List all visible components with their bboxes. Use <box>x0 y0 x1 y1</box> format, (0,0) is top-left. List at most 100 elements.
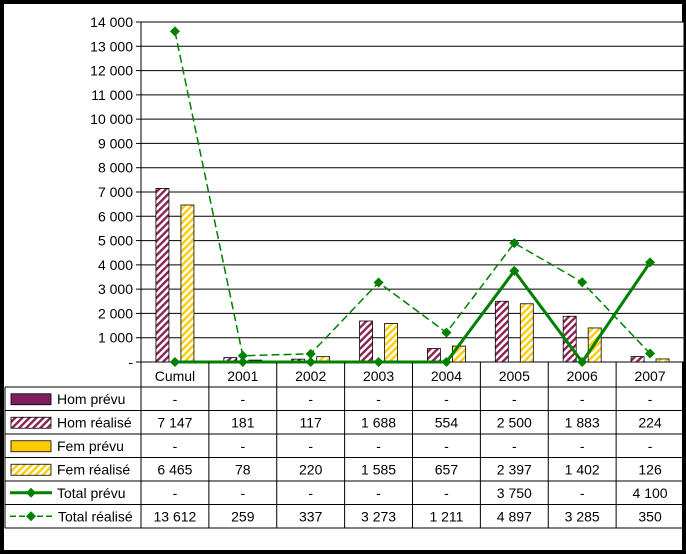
bar <box>384 323 398 363</box>
line-point <box>26 511 36 522</box>
bar <box>180 204 195 363</box>
line-point <box>373 357 384 367</box>
data-label: - <box>240 438 245 454</box>
x-tick-label: 2005 <box>499 368 530 384</box>
data-label: - <box>173 391 178 407</box>
y-tick-label: 5 000 <box>98 233 133 249</box>
data-label: - <box>512 438 517 454</box>
line-point <box>305 348 316 359</box>
bars <box>155 188 670 363</box>
data-table: Cumul 2001 2002 2003 2004 2005 2006 2007 Hom pré… <box>4 362 685 529</box>
data-label: 224 <box>638 414 662 430</box>
y-tick-label: 11 000 <box>91 87 133 103</box>
data-label: - <box>308 391 313 407</box>
legend-label: Total réalisé <box>58 508 133 524</box>
x-tick-label: Cumul <box>155 368 195 384</box>
data-label: - <box>648 391 653 407</box>
y-axis: - 1 000 2 000 3 000 4 000 5 000 6 000 7 000 8 00… <box>90 14 141 370</box>
data-label: 1 211 <box>429 508 463 524</box>
data-label: - <box>580 391 585 407</box>
data-label: 2 397 <box>497 461 532 477</box>
data-label: 2 500 <box>497 414 532 430</box>
data-label: 181 <box>231 414 255 430</box>
data-label: 657 <box>435 461 459 477</box>
legend-label: Hom réalisé <box>57 414 132 430</box>
data-label: 4 100 <box>633 485 668 501</box>
data-label: - <box>444 391 449 407</box>
data-label: 259 <box>231 508 255 524</box>
y-tick-label: 4 000 <box>98 257 133 273</box>
data-label: - <box>376 438 381 454</box>
data-label: - <box>512 391 517 407</box>
bar <box>630 356 645 363</box>
line-point <box>441 327 452 338</box>
data-label: 3 273 <box>361 508 396 524</box>
x-tick-label: 2002 <box>295 368 326 384</box>
line-point <box>441 357 452 367</box>
x-tick-label: 2006 <box>567 368 598 384</box>
line-point <box>237 357 248 367</box>
line-point <box>373 277 384 288</box>
y-tick-label: 1 000 <box>98 330 133 346</box>
y-tick-label: 7 000 <box>98 184 133 200</box>
line-point <box>645 348 656 359</box>
legend-key <box>10 463 52 476</box>
y-tick-label: 10 000 <box>90 111 133 127</box>
data-label: - <box>580 438 585 454</box>
data-label: - <box>240 391 245 407</box>
bar <box>359 320 373 363</box>
data-label: 1 688 <box>361 414 396 430</box>
series-line <box>174 31 651 357</box>
data-label: 1 585 <box>361 461 396 477</box>
data-label: - <box>376 485 381 501</box>
line-point <box>169 357 180 367</box>
legend-label: Total prévu <box>57 485 125 501</box>
data-label: - <box>444 485 449 501</box>
y-tick-label: - <box>128 354 133 370</box>
data-label: 337 <box>299 508 323 524</box>
bar <box>494 300 509 363</box>
x-tick-label: 2004 <box>431 368 462 384</box>
data-label: 126 <box>638 461 662 477</box>
data-label: 4 897 <box>497 508 532 524</box>
data-label: 1 883 <box>565 414 600 430</box>
data-label: 7 147 <box>157 414 192 430</box>
data-label: - <box>240 485 245 501</box>
y-tick-label: 2 000 <box>98 305 133 321</box>
bar <box>155 188 170 363</box>
legend-label: Hom prévu <box>57 391 125 407</box>
bar <box>427 348 441 363</box>
line-point <box>577 277 588 288</box>
line-point <box>509 238 520 249</box>
data-label: - <box>173 438 178 454</box>
y-tick-label: 14 000 <box>90 14 133 30</box>
y-tick-label: 13 000 <box>90 38 133 54</box>
data-label: - <box>308 438 313 454</box>
data-label: 554 <box>435 414 459 430</box>
data-label: 1 402 <box>565 461 600 477</box>
line-point <box>237 350 248 361</box>
legend-label: Fem réalisé <box>57 461 130 477</box>
data-label: 117 <box>300 414 323 430</box>
line-point <box>305 357 316 367</box>
bar <box>452 345 466 363</box>
legend-key <box>10 393 52 406</box>
data-label: - <box>580 485 585 501</box>
data-label: - <box>173 485 178 501</box>
data-label: 6 465 <box>157 461 192 477</box>
bar <box>655 358 670 363</box>
data-label: 13 612 <box>154 508 197 524</box>
legend-label: Fem prévu <box>57 438 124 454</box>
y-tick-label: 3 000 <box>98 281 133 297</box>
legend-key <box>10 440 52 453</box>
line-point <box>509 265 520 276</box>
data-label: 350 <box>638 508 662 524</box>
y-tick-label: 6 000 <box>98 208 133 224</box>
data-label: 78 <box>235 461 251 477</box>
data-label: - <box>444 438 449 454</box>
line-point <box>26 487 36 498</box>
y-tick-label: 8 000 <box>98 160 133 176</box>
data-label: - <box>376 391 381 407</box>
gridlines <box>141 45 684 339</box>
